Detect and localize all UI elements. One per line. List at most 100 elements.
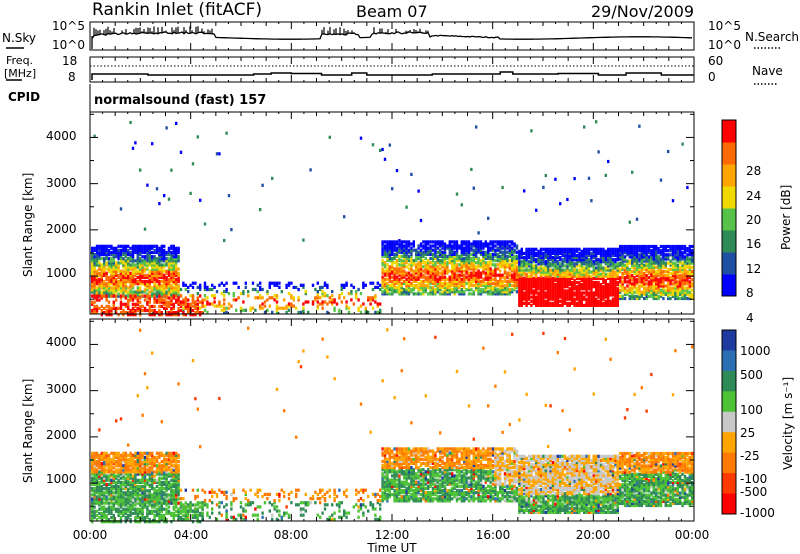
heatmap-cell xyxy=(163,294,166,298)
heatmap-cell xyxy=(659,278,663,282)
heatmap-cell xyxy=(119,273,123,277)
heatmap-cell xyxy=(583,285,586,289)
heatmap-cell xyxy=(103,311,106,315)
heatmap-cell xyxy=(441,281,444,286)
heatmap-cell xyxy=(405,277,408,281)
heatmap-cell xyxy=(311,283,315,287)
heatmap-cell xyxy=(664,261,667,265)
heatmap-cell xyxy=(515,286,519,290)
heatmap-cell xyxy=(671,247,675,251)
heatmap-cell xyxy=(129,246,132,250)
heatmap-cell xyxy=(285,304,288,308)
heatmap-cell xyxy=(583,274,586,278)
heatmap-cell xyxy=(535,260,538,264)
heatmap-cell xyxy=(628,288,631,292)
heatmap-cell xyxy=(117,284,120,288)
heatmap-cell xyxy=(563,251,567,255)
heatmap-cell xyxy=(599,287,603,291)
heatmap-cell xyxy=(107,313,111,317)
heatmap-cell xyxy=(424,252,427,256)
heatmap-cell xyxy=(393,244,396,248)
heatmap-cell xyxy=(381,279,384,283)
heatmap-cell xyxy=(146,302,149,306)
heatmap-cell xyxy=(652,247,655,251)
heatmap-cell xyxy=(410,172,413,176)
heatmap-cell xyxy=(158,300,161,304)
heatmap-cell xyxy=(563,249,567,253)
heatmap-cell xyxy=(599,289,603,293)
heatmap-cell xyxy=(412,269,415,273)
heatmap-cell xyxy=(623,296,627,301)
heatmap-cell xyxy=(170,263,173,267)
heatmap-cell xyxy=(667,280,670,284)
heatmap-cell xyxy=(501,256,504,261)
heatmap-cell xyxy=(453,250,456,254)
heatmap-cell xyxy=(263,304,267,308)
heatmap-cell xyxy=(93,491,96,495)
noise-left-label: N.Sky xyxy=(2,31,36,45)
heatmap-cell xyxy=(415,292,418,296)
heatmap-cell xyxy=(95,275,99,280)
heatmap-cell xyxy=(141,282,144,286)
heatmap-cell xyxy=(616,262,619,266)
heatmap-cell xyxy=(681,296,684,301)
heatmap-cell xyxy=(319,296,322,300)
heatmap-cell xyxy=(602,293,605,297)
heatmap-cell xyxy=(530,291,533,295)
heatmap-cell xyxy=(482,256,485,261)
heatmap-cell xyxy=(321,306,324,310)
heatmap-cell xyxy=(595,293,598,297)
heatmap-cell xyxy=(136,296,139,300)
heatmap-cell xyxy=(587,297,591,301)
heatmap-cell xyxy=(117,294,120,298)
heatmap-cell xyxy=(640,280,643,284)
heatmap-cell xyxy=(105,290,108,294)
heatmap-cell xyxy=(491,246,495,250)
heatmap-cell xyxy=(127,275,130,280)
colorbar-swatch xyxy=(722,186,736,209)
heatmap-cell xyxy=(93,464,96,468)
heatmap-cell xyxy=(506,254,509,258)
heatmap-cell xyxy=(134,259,137,263)
heatmap-cell xyxy=(482,269,485,273)
heatmap-cell xyxy=(566,247,569,251)
heatmap-cell xyxy=(595,291,598,295)
heatmap-cell xyxy=(597,303,600,307)
heatmap-cell xyxy=(371,296,375,300)
heatmap-cell xyxy=(307,300,310,304)
heatmap-cell xyxy=(607,253,610,258)
heatmap-cell xyxy=(405,242,408,246)
heatmap-cell xyxy=(614,264,617,268)
heatmap-cell xyxy=(527,295,531,299)
heatmap-cell xyxy=(369,302,372,306)
heatmap-cell xyxy=(494,250,497,254)
heatmap-cell xyxy=(501,279,504,283)
heatmap-cell xyxy=(626,276,629,280)
heatmap-cell xyxy=(153,259,156,263)
heatmap-cell xyxy=(412,248,415,252)
heatmap-cell xyxy=(487,216,490,220)
heatmap-cell xyxy=(316,300,319,304)
heatmap-cell xyxy=(547,287,550,291)
heatmap-cell xyxy=(155,280,159,284)
heatmap-cell xyxy=(635,251,639,255)
heatmap-cell xyxy=(633,251,636,255)
heatmap-cell xyxy=(146,273,149,277)
heatmap-cell xyxy=(290,304,293,308)
heatmap-cell xyxy=(134,265,137,269)
heatmap-cell xyxy=(638,292,641,296)
heatmap-cell xyxy=(446,254,449,258)
heatmap-cell xyxy=(422,259,425,263)
heatmap-cell xyxy=(539,297,543,301)
heatmap-cell xyxy=(122,250,125,255)
heatmap-cell xyxy=(609,293,612,297)
heatmap-cell xyxy=(491,252,495,256)
heatmap-cell xyxy=(611,270,615,274)
heatmap-cell xyxy=(100,466,103,470)
heatmap-cell xyxy=(503,271,507,275)
heatmap-cell xyxy=(417,288,420,292)
heatmap-cell xyxy=(175,255,178,259)
heatmap-cell xyxy=(542,287,545,291)
heatmap-cell xyxy=(525,297,528,301)
heatmap-cell xyxy=(681,284,684,288)
